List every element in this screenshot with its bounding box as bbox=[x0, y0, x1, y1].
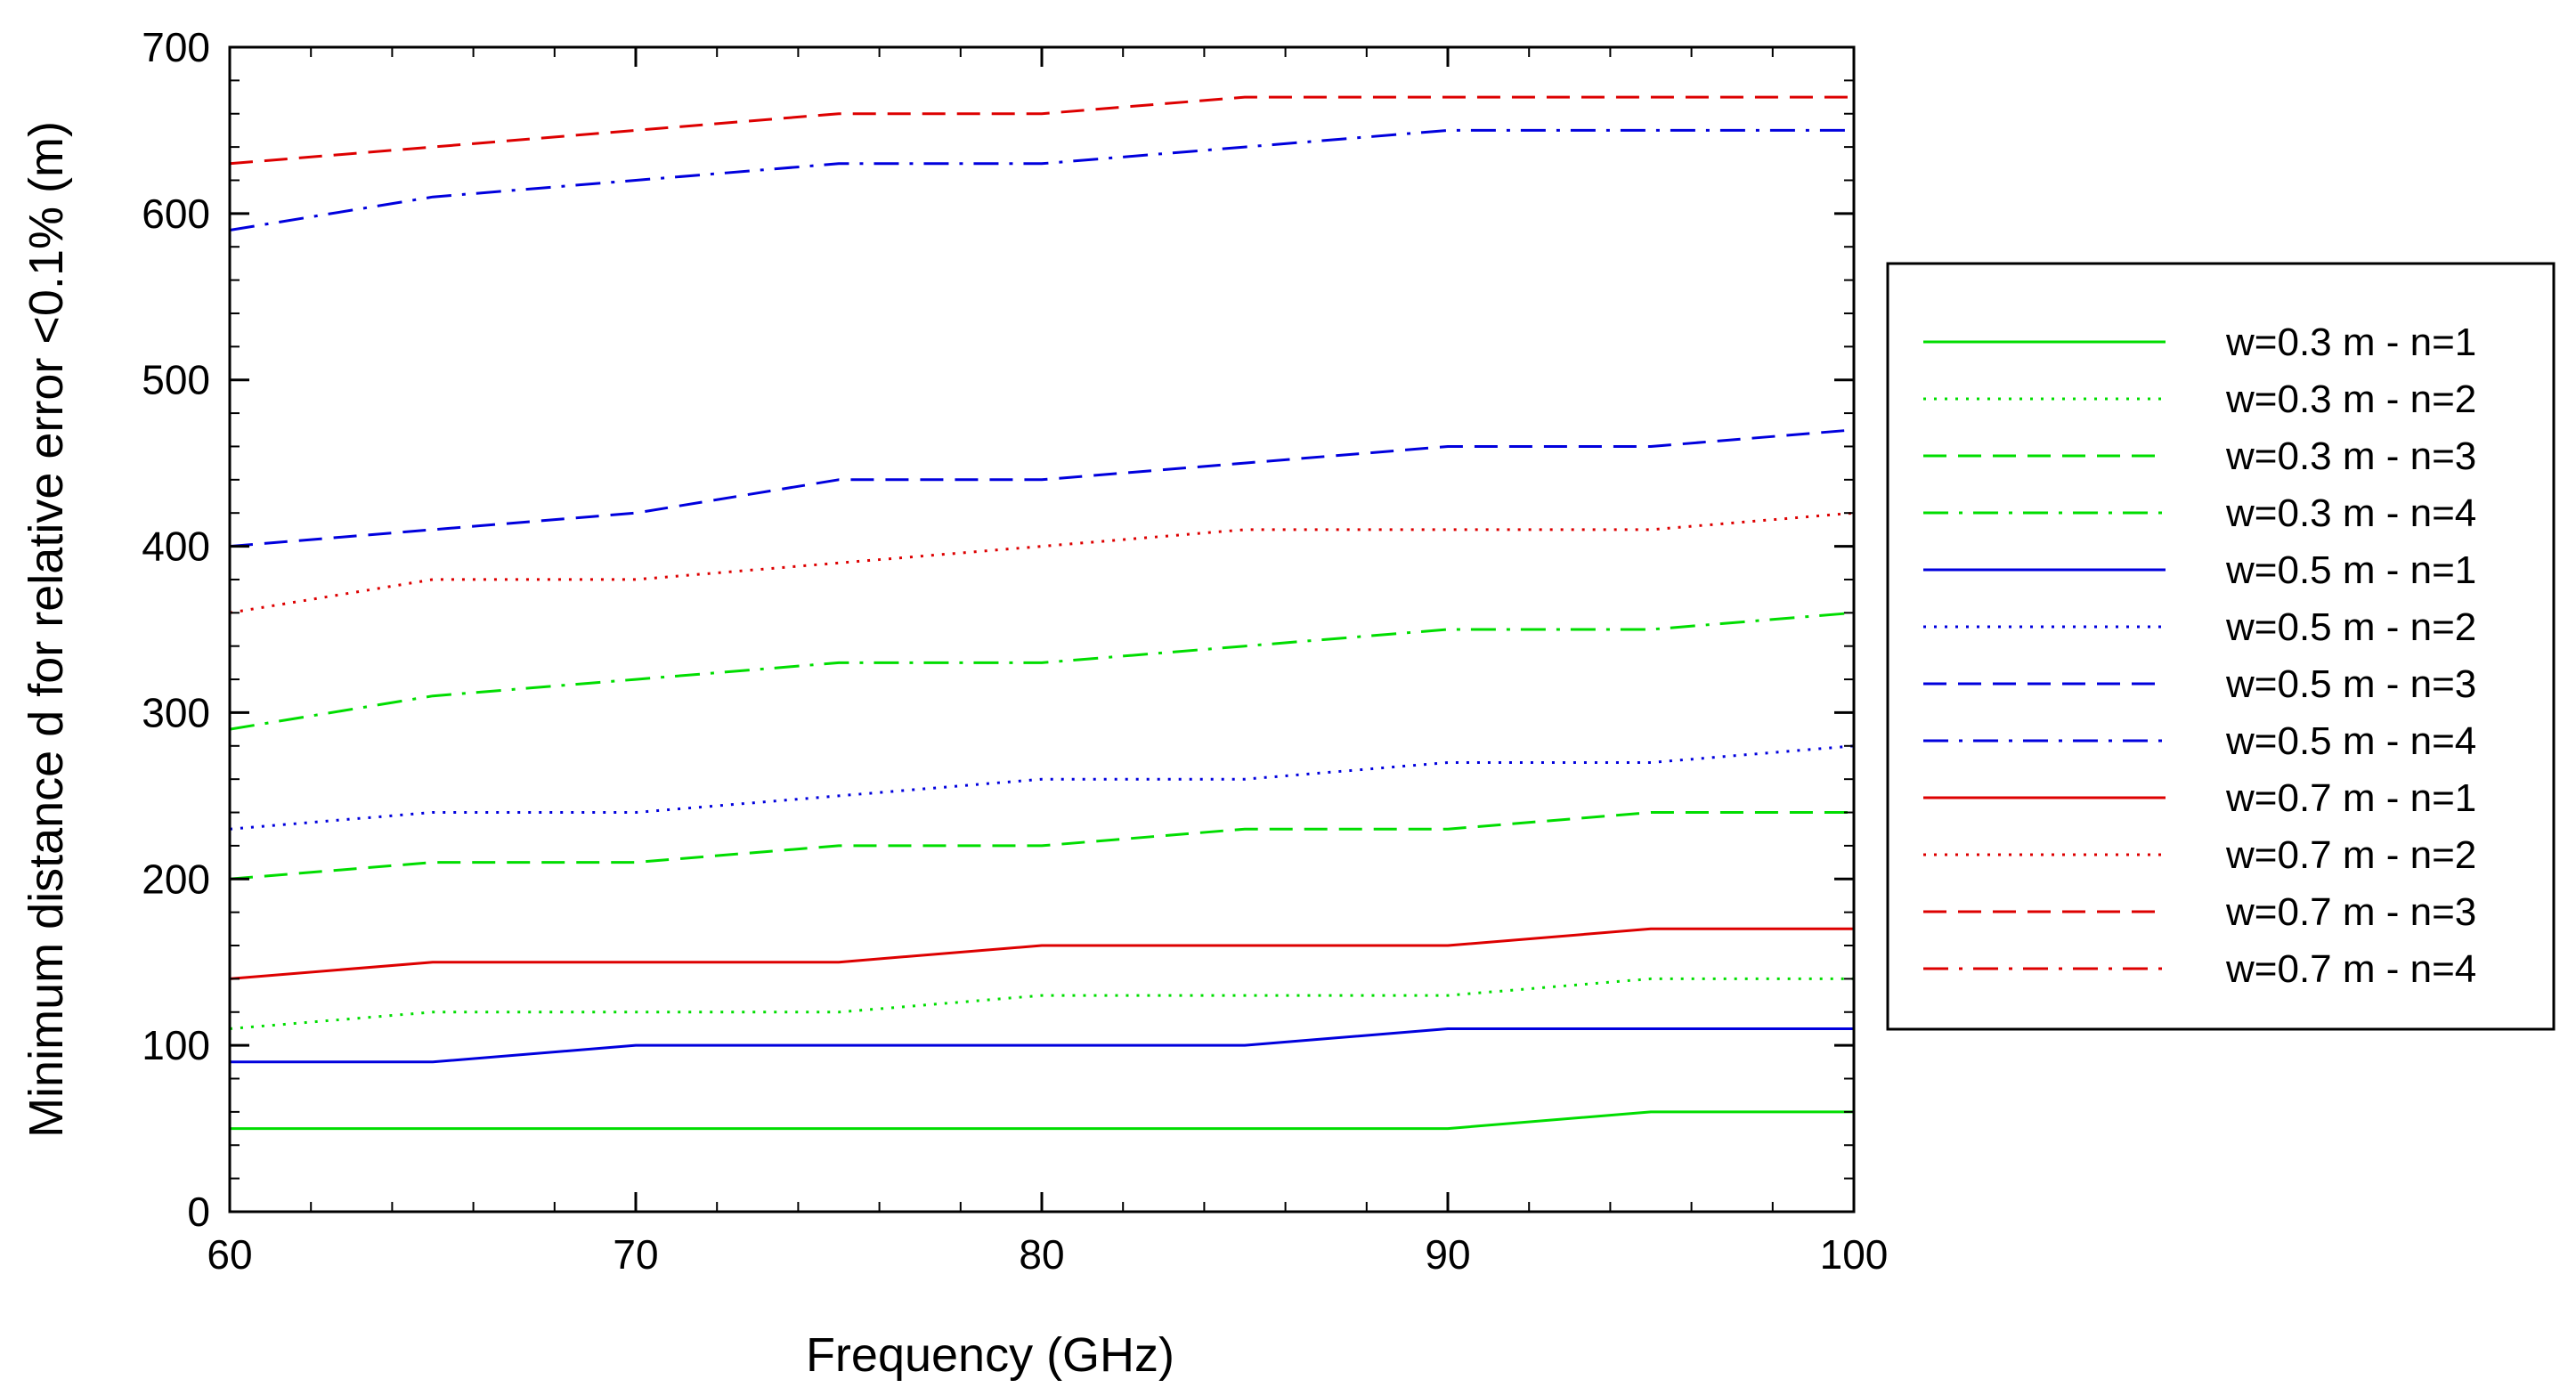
x-tick-label: 100 bbox=[1820, 1231, 1889, 1278]
x-tick-label: 80 bbox=[1019, 1231, 1064, 1278]
legend-label-8: w=0.5 m - n=4 bbox=[2225, 719, 2476, 763]
legend-box bbox=[1886, 262, 2556, 1031]
legend-label-11: w=0.7 m - n=3 bbox=[2225, 890, 2476, 934]
y-tick-label: 300 bbox=[142, 689, 210, 735]
legend: w=0.3 m - n=1 w=0.3 m - n=2 w=0.3 m - n=3 w… bbox=[1886, 262, 2556, 1031]
y-axis-title: Minimum distance d for relative error <0… bbox=[20, 121, 73, 1138]
series-line-5 bbox=[230, 1027, 1854, 1064]
legend-label-1: w=0.3 m - n=1 bbox=[2225, 321, 2476, 364]
legend-label-9: w=0.7 m - n=1 bbox=[2225, 776, 2476, 820]
y-tick-label: 500 bbox=[142, 357, 210, 403]
series-line-2 bbox=[229, 977, 1854, 1030]
y-tick-label: 400 bbox=[142, 524, 210, 570]
series-line-1 bbox=[230, 1110, 1854, 1131]
y-tick-label: 100 bbox=[142, 1022, 210, 1068]
series-line-4 bbox=[229, 611, 1855, 731]
legend-label-12: w=0.7 m - n=4 bbox=[2225, 947, 2476, 991]
x-tick-label: 90 bbox=[1425, 1231, 1470, 1278]
y-tick-label: 700 bbox=[142, 24, 210, 70]
x-tick-label: 60 bbox=[207, 1231, 252, 1278]
plot-area-frame bbox=[228, 45, 1856, 1213]
legend-label-3: w=0.3 m - n=3 bbox=[2225, 434, 2476, 478]
y-tick-label: 200 bbox=[142, 856, 210, 902]
x-axis-title: Frequency (GHz) bbox=[806, 1328, 1174, 1382]
series-line-3 bbox=[229, 811, 1854, 881]
x-axis-tick-labels: 60 70 80 90 100 bbox=[207, 1231, 1888, 1278]
series-line-6 bbox=[229, 744, 1855, 831]
legend-label-2: w=0.3 m - n=2 bbox=[2225, 377, 2476, 421]
y-axis-tick-labels: 0 100 200 300 400 500 600 700 bbox=[142, 24, 210, 1235]
series-line-11 bbox=[229, 95, 1854, 166]
axis-ticks bbox=[228, 45, 1856, 1213]
series-line-10 bbox=[229, 511, 1855, 614]
legend-label-4: w=0.3 m - n=4 bbox=[2225, 491, 2476, 535]
series-line-8 bbox=[229, 128, 1854, 231]
legend-label-10: w=0.7 m - n=2 bbox=[2225, 833, 2476, 877]
series-line-9 bbox=[229, 927, 1854, 980]
x-tick-label: 70 bbox=[613, 1231, 658, 1278]
y-tick-label: 0 bbox=[187, 1189, 210, 1235]
legend-label-7: w=0.5 m - n=3 bbox=[2225, 662, 2476, 706]
legend-items: w=0.3 m - n=1 w=0.3 m - n=2 w=0.3 m - n=3 w… bbox=[1923, 321, 2476, 991]
legend-label-6: w=0.5 m - n=2 bbox=[2225, 605, 2476, 649]
series-layer bbox=[229, 95, 1855, 1131]
series-line-7 bbox=[229, 428, 1855, 548]
legend-label-5: w=0.5 m - n=1 bbox=[2225, 548, 2476, 592]
y-tick-label: 600 bbox=[142, 191, 210, 237]
